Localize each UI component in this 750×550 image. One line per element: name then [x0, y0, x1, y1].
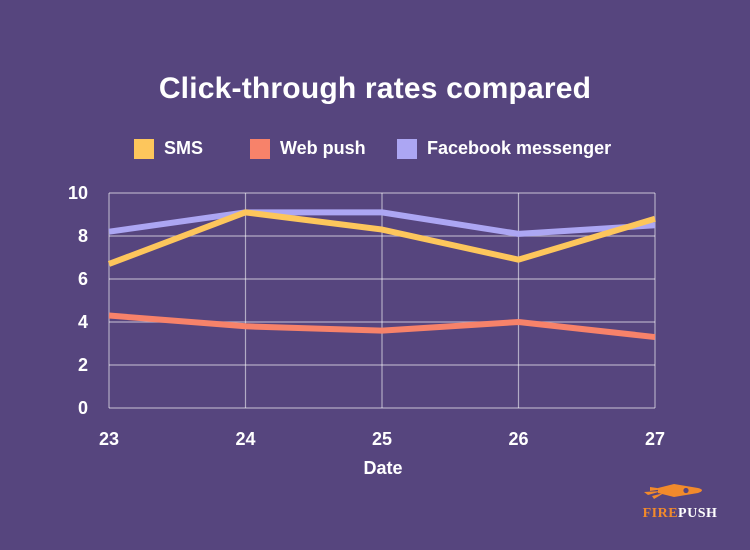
- y-tick-label: 0: [78, 398, 88, 418]
- legend-item-sms: SMS: [134, 138, 203, 159]
- x-tick-label: 25: [372, 429, 392, 449]
- brand-wordmark: FIREPUSH: [640, 506, 720, 522]
- x-axis-title: Date: [363, 458, 402, 478]
- x-tick-label: 23: [99, 429, 119, 449]
- firepush-logo: FIREPUSH: [640, 478, 720, 526]
- legend-item-facebook-messenger: Facebook messenger: [397, 138, 611, 159]
- chart-title: Click-through rates compared: [158, 72, 592, 105]
- x-tick-label: 27: [645, 429, 665, 449]
- y-tick-label: 4: [78, 312, 88, 332]
- y-tick-label: 6: [78, 269, 88, 289]
- legend-swatch-facebook-messenger: [397, 138, 417, 159]
- legend-swatch-web-push: [250, 138, 270, 159]
- y-tick-label: 2: [78, 355, 88, 375]
- series-line-facebook-messenger: [108, 209, 656, 237]
- brand-push-text: PUSH: [678, 506, 718, 521]
- legend-item-web-push: Web push: [250, 138, 366, 159]
- brand-fire-text: FIRE: [642, 506, 679, 521]
- legend-label-sms: SMS: [164, 138, 204, 158]
- x-tick-label: 26: [508, 429, 528, 449]
- series-line-web-push: [108, 312, 656, 341]
- x-tick-label: 24: [235, 429, 255, 449]
- chart-legend: SMS Web push Facebook messenger: [0, 138, 750, 162]
- legend-label-web-push: Web push: [280, 138, 366, 158]
- legend-label-facebook-messenger: Facebook messenger: [427, 138, 612, 158]
- series-line-sms: [107, 209, 656, 267]
- rocket-icon: [644, 484, 702, 499]
- y-tick-label: 10: [68, 183, 88, 203]
- y-tick-label: 8: [78, 226, 88, 246]
- legend-swatch-sms: [134, 138, 154, 159]
